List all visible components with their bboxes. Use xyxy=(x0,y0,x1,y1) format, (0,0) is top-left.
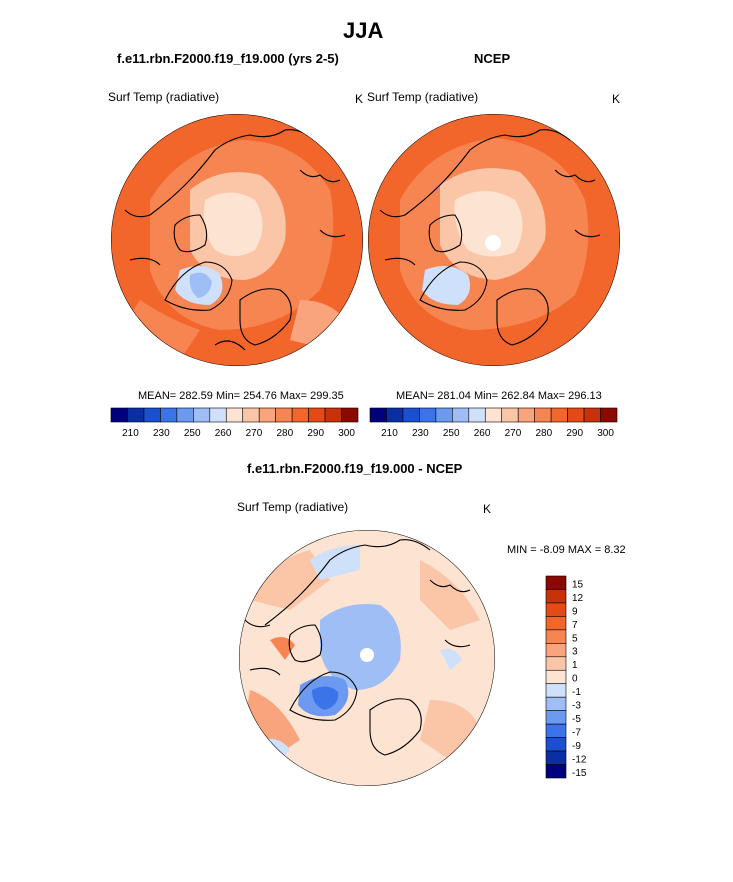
colorbar-difference-tick-label: -5 xyxy=(572,714,581,725)
colorbar-difference-swatch xyxy=(545,629,567,644)
colorbar-difference-swatch xyxy=(545,656,567,671)
colorbar-difference-tick-label: -7 xyxy=(572,728,581,739)
colorbar-right-swatch xyxy=(501,407,519,423)
diff-variable-label: Surf Temp (radiative) xyxy=(237,500,349,514)
colorbar-right-tick-label: 250 xyxy=(443,428,460,439)
colorbar-difference-swatch xyxy=(545,589,567,604)
colorbar-left-swatch xyxy=(291,407,309,423)
colorbar-difference-tick-label: 1 xyxy=(572,660,578,671)
colorbar-difference-swatch xyxy=(545,723,567,738)
colorbar-left-tick-label: 230 xyxy=(153,428,170,439)
colorbar-difference-swatch xyxy=(545,737,567,752)
left-case-title: f.e11.rbn.F2000.f19_f19.000 (yrs 2-5) xyxy=(117,51,339,66)
colorbar-right-swatch xyxy=(484,407,503,423)
colorbar-difference-tick-label: 15 xyxy=(572,579,584,590)
left-variable-label: Surf Temp (radiative) xyxy=(108,90,220,104)
diff-units-label: K xyxy=(483,502,492,516)
colorbar-right-tick-label: 230 xyxy=(412,428,429,439)
colorbar-left-swatch xyxy=(225,407,244,423)
map-left xyxy=(111,114,363,366)
colorbar-difference-swatch xyxy=(545,710,567,725)
right-case-title: NCEP xyxy=(474,51,511,66)
colorbar-right-swatch xyxy=(583,407,601,423)
colorbar-right-tick-label: 270 xyxy=(505,428,522,439)
colorbar-left-tick-label: 290 xyxy=(307,428,324,439)
colorbar-difference-tick-label: -9 xyxy=(572,741,581,752)
colorbar-right-swatch xyxy=(402,407,420,423)
colorbar-difference-swatch xyxy=(545,750,567,765)
colorbar-difference-tick-label: 0 xyxy=(572,674,578,685)
colorbar-right-tick-label: 210 xyxy=(381,428,398,439)
right-stats: MEAN= 281.04 Min= 262.84 Max= 296.13 xyxy=(396,390,602,402)
colorbar-difference-tick-label: -1 xyxy=(572,687,581,698)
colorbar-difference-tick-label: -3 xyxy=(572,701,581,712)
colorbar-left-swatch xyxy=(258,407,276,423)
colorbar-right-swatch xyxy=(534,407,552,423)
colorbar-difference-tick-label: 3 xyxy=(572,647,578,658)
colorbar-difference-swatch xyxy=(545,764,567,779)
colorbar-right-tick-label: 300 xyxy=(597,428,614,439)
colorbar-difference-swatch xyxy=(545,669,567,685)
colorbar-right-swatch xyxy=(468,407,486,423)
colorbar-difference: 15 12 9 7 5 3 1 0 -1 -3 -5 -7 -9 -12 -15 xyxy=(545,575,587,779)
colorbar-left-tick-label: 300 xyxy=(338,428,355,439)
map-right xyxy=(368,114,620,366)
colorbar-left-tick-label: 210 xyxy=(122,428,139,439)
colorbar-difference-swatch xyxy=(545,616,567,631)
left-units-label: K xyxy=(355,92,364,106)
left-stats: MEAN= 282.59 Min= 254.76 Max= 299.35 xyxy=(138,390,344,402)
colorbar-difference-tick-label: 12 xyxy=(572,593,584,604)
colorbar-right-swatch xyxy=(517,407,535,423)
colorbar-right-swatch xyxy=(419,407,437,423)
colorbar-left-swatch xyxy=(324,407,342,423)
main-title: JJA xyxy=(343,18,384,43)
colorbar-left-swatch xyxy=(275,407,293,423)
colorbar-right-swatch xyxy=(550,407,568,423)
colorbar-difference-tick-label: 5 xyxy=(572,633,578,644)
colorbar-right-swatch xyxy=(567,407,585,423)
colorbar-difference-swatch xyxy=(545,575,567,590)
colorbar-difference-tick-label: 9 xyxy=(572,606,578,617)
colorbar-left-swatch xyxy=(160,407,178,423)
colorbar-left-swatch xyxy=(176,407,194,423)
colorbar-right-swatch xyxy=(386,407,404,423)
colorbar-difference-swatch xyxy=(545,696,567,711)
colorbar-left-swatch xyxy=(209,407,227,423)
colorbar-difference-tick-label: 7 xyxy=(572,620,578,631)
colorbar-right-swatch xyxy=(452,407,470,423)
colorbar-right-tick-label: 260 xyxy=(474,428,491,439)
colorbar-left-tick-label: 270 xyxy=(246,428,263,439)
colorbar-right-tick-label: 290 xyxy=(566,428,583,439)
right-units-label: K xyxy=(612,92,621,106)
colorbar-difference-swatch xyxy=(545,643,567,658)
colorbar-left-swatch xyxy=(193,407,211,423)
map-difference xyxy=(239,530,495,786)
colorbar-left: 210 230 250 260 270 280 290 300 xyxy=(110,407,359,439)
colorbar-left-swatch xyxy=(143,407,161,423)
colorbar-left-swatch xyxy=(242,407,260,423)
colorbar-left-tick-label: 260 xyxy=(215,428,232,439)
colorbar-right-swatch xyxy=(435,407,453,423)
diff-case-title: f.e11.rbn.F2000.f19_f19.000 - NCEP xyxy=(247,461,463,476)
colorbar-left-swatch xyxy=(341,407,359,423)
colorbar-right: 210 230 250 260 270 280 290 300 xyxy=(369,407,618,439)
colorbar-left-swatch xyxy=(110,407,128,423)
colorbar-difference-tick-label: -15 xyxy=(572,768,587,779)
colorbar-right-tick-label: 280 xyxy=(535,428,552,439)
colorbar-difference-tick-label: -12 xyxy=(572,754,587,765)
diff-stats: MIN = -8.09 MAX = 8.32 xyxy=(507,544,626,556)
right-variable-label: Surf Temp (radiative) xyxy=(367,90,479,104)
colorbar-right-swatch xyxy=(369,407,387,423)
colorbar-left-swatch xyxy=(127,407,145,423)
colorbar-right-swatch xyxy=(600,407,618,423)
colorbar-difference-swatch xyxy=(545,683,567,698)
colorbar-left-tick-label: 250 xyxy=(184,428,201,439)
colorbar-left-swatch xyxy=(308,407,326,423)
colorbar-difference-swatch xyxy=(545,602,567,617)
colorbar-left-tick-label: 280 xyxy=(276,428,293,439)
